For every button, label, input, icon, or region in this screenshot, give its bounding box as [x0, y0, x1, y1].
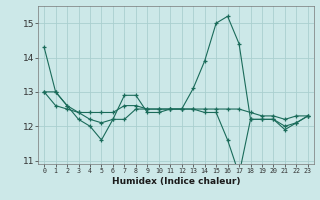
X-axis label: Humidex (Indice chaleur): Humidex (Indice chaleur) [112, 177, 240, 186]
